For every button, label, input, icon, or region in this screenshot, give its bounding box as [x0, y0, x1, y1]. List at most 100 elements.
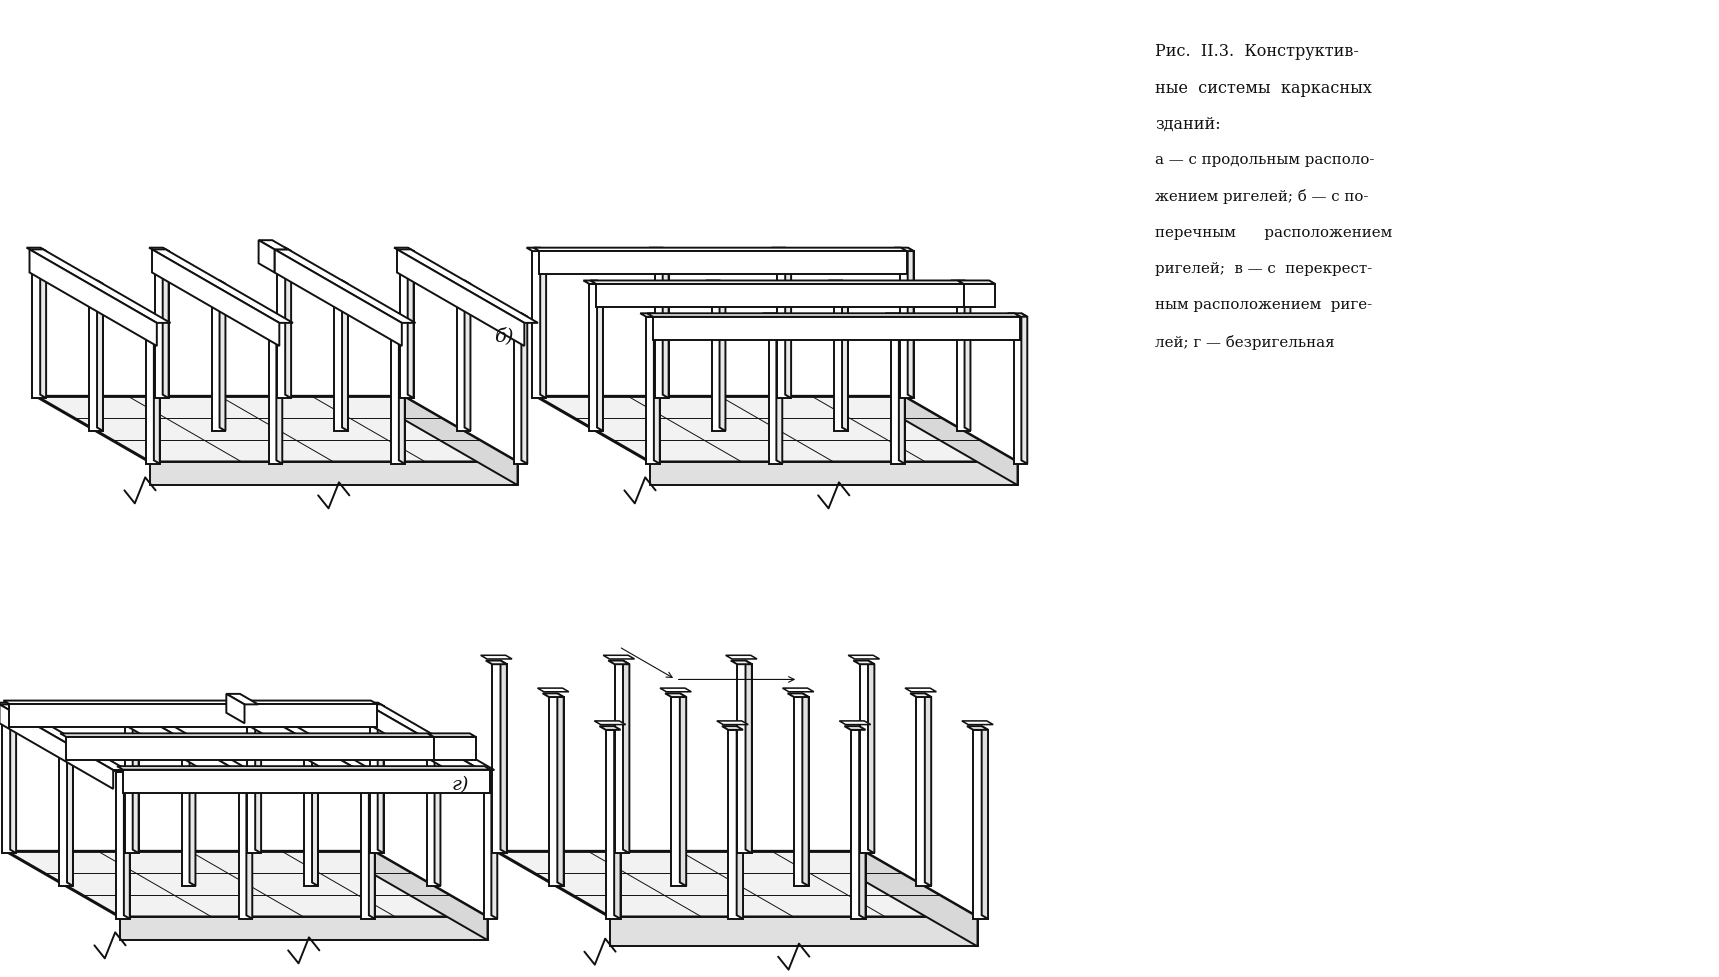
- Polygon shape: [211, 284, 225, 432]
- Polygon shape: [373, 852, 488, 940]
- Polygon shape: [151, 250, 278, 347]
- Polygon shape: [244, 704, 371, 770]
- Polygon shape: [117, 766, 490, 770]
- Polygon shape: [583, 281, 603, 284]
- Polygon shape: [132, 702, 139, 853]
- Polygon shape: [492, 769, 497, 918]
- Polygon shape: [839, 721, 872, 725]
- Polygon shape: [155, 314, 160, 464]
- Polygon shape: [464, 281, 471, 432]
- Polygon shape: [725, 656, 756, 659]
- Polygon shape: [392, 318, 404, 464]
- Polygon shape: [782, 689, 813, 692]
- Polygon shape: [847, 656, 880, 659]
- Polygon shape: [521, 314, 528, 464]
- Polygon shape: [655, 252, 669, 399]
- Text: ным расположением  риге-: ным расположением риге-: [1155, 298, 1372, 313]
- Text: ные  системы  каркасных: ные системы каркасных: [1155, 79, 1372, 97]
- Polygon shape: [96, 281, 103, 432]
- Polygon shape: [364, 702, 383, 706]
- Polygon shape: [982, 727, 988, 919]
- Text: ригелей;  в — с  перекрест-: ригелей; в — с перекрест-: [1155, 262, 1372, 276]
- Polygon shape: [481, 656, 512, 659]
- Polygon shape: [124, 770, 490, 793]
- Polygon shape: [7, 852, 488, 917]
- Polygon shape: [155, 252, 168, 399]
- Polygon shape: [146, 318, 160, 464]
- Polygon shape: [60, 734, 433, 737]
- Polygon shape: [404, 397, 517, 486]
- Polygon shape: [492, 664, 507, 853]
- Polygon shape: [450, 281, 471, 284]
- Text: б): б): [495, 327, 514, 345]
- Polygon shape: [122, 704, 249, 770]
- Polygon shape: [844, 727, 866, 730]
- Polygon shape: [189, 736, 196, 886]
- Polygon shape: [653, 314, 660, 464]
- Polygon shape: [89, 284, 103, 432]
- Polygon shape: [328, 281, 347, 284]
- Polygon shape: [901, 252, 913, 399]
- Polygon shape: [304, 740, 318, 886]
- Polygon shape: [150, 248, 168, 252]
- Polygon shape: [10, 702, 15, 853]
- Polygon shape: [720, 281, 725, 432]
- Polygon shape: [206, 281, 225, 284]
- Polygon shape: [610, 917, 978, 947]
- Polygon shape: [590, 281, 964, 284]
- Polygon shape: [890, 318, 904, 464]
- Polygon shape: [672, 698, 686, 886]
- Polygon shape: [717, 721, 748, 725]
- Polygon shape: [787, 694, 808, 698]
- Polygon shape: [609, 660, 629, 664]
- Polygon shape: [399, 314, 404, 464]
- Polygon shape: [548, 698, 564, 886]
- Polygon shape: [385, 314, 404, 318]
- Polygon shape: [729, 730, 743, 919]
- Polygon shape: [421, 736, 440, 740]
- Polygon shape: [426, 740, 440, 886]
- Polygon shape: [899, 314, 904, 464]
- Polygon shape: [968, 727, 988, 730]
- Polygon shape: [356, 769, 375, 772]
- Text: Рис.  II.3.  Конструктив-: Рис. II.3. Конструктив-: [1155, 43, 1360, 60]
- Polygon shape: [29, 250, 170, 323]
- Polygon shape: [653, 318, 1021, 340]
- Polygon shape: [596, 281, 603, 432]
- Text: лей; г — безригельная: лей; г — безригельная: [1155, 335, 1334, 350]
- Polygon shape: [497, 852, 978, 917]
- Polygon shape: [794, 698, 808, 886]
- Polygon shape: [803, 694, 808, 886]
- Polygon shape: [275, 250, 416, 323]
- Polygon shape: [1021, 314, 1028, 464]
- Polygon shape: [605, 730, 621, 919]
- Polygon shape: [119, 702, 139, 706]
- Polygon shape: [268, 318, 282, 464]
- Polygon shape: [483, 772, 497, 918]
- Polygon shape: [401, 252, 414, 399]
- Polygon shape: [964, 281, 971, 432]
- Polygon shape: [712, 284, 725, 432]
- Polygon shape: [36, 397, 517, 462]
- Polygon shape: [514, 318, 528, 464]
- Polygon shape: [1014, 318, 1028, 464]
- Polygon shape: [239, 772, 253, 918]
- Text: перечным      расположением: перечным расположением: [1155, 226, 1392, 239]
- Polygon shape: [272, 248, 291, 252]
- Polygon shape: [124, 769, 129, 918]
- Polygon shape: [590, 284, 603, 432]
- Polygon shape: [964, 284, 995, 308]
- Polygon shape: [299, 736, 318, 740]
- Polygon shape: [737, 664, 751, 853]
- Polygon shape: [731, 660, 751, 664]
- Polygon shape: [660, 689, 691, 692]
- Polygon shape: [29, 250, 156, 347]
- Polygon shape: [777, 314, 782, 464]
- Polygon shape: [786, 248, 791, 399]
- Polygon shape: [951, 281, 971, 284]
- Polygon shape: [526, 248, 547, 252]
- Polygon shape: [957, 281, 995, 284]
- Text: жением ригелей; б — с по-: жением ригелей; б — с по-: [1155, 189, 1368, 204]
- Polygon shape: [885, 314, 904, 318]
- Polygon shape: [868, 660, 875, 853]
